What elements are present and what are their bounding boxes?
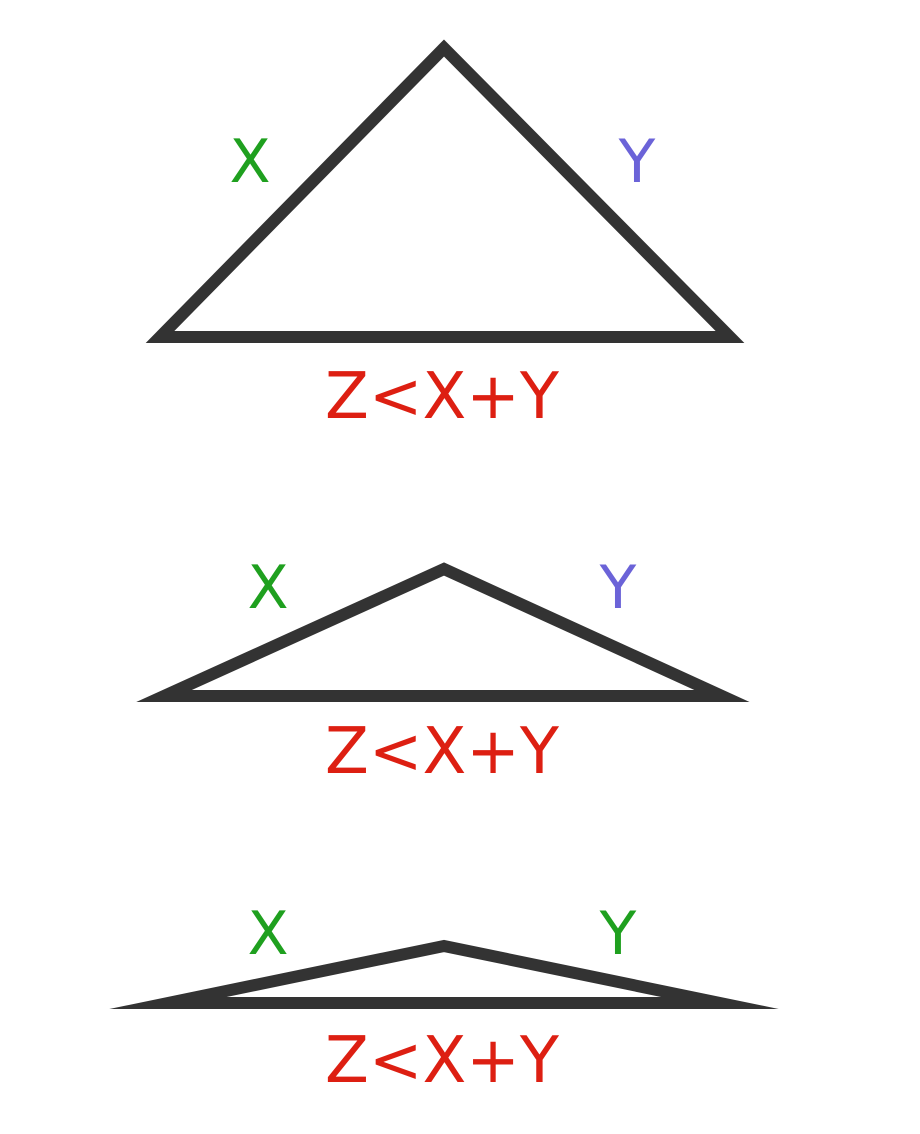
side-y-label: Y <box>599 553 637 623</box>
side-y-label: Y <box>618 127 656 197</box>
side-x-label: X <box>247 553 288 623</box>
panel-3: X Y Z<X+Y <box>109 899 779 1098</box>
inequality-label: Z<X+Y <box>325 1024 560 1098</box>
side-x-label: X <box>229 127 270 197</box>
triangle-2 <box>136 562 750 702</box>
inequality-label: Z<X+Y <box>325 360 560 434</box>
panel-2: X Y Z<X+Y <box>136 553 750 789</box>
triangle-1 <box>145 39 745 343</box>
side-x-label: X <box>247 899 288 969</box>
triangle-3 <box>109 939 779 1009</box>
inequality-label: Z<X+Y <box>325 715 560 789</box>
panel-1: X Y Z<X+Y <box>145 39 745 434</box>
side-y-label: Y <box>599 899 637 969</box>
